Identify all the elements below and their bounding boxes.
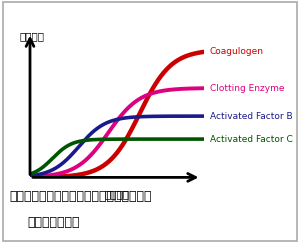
Text: 生成物量: 生成物量	[20, 31, 45, 41]
Text: Activated Factor C: Activated Factor C	[210, 135, 293, 144]
Text: 図２．リムルス試験における各活性化型因: 図２．リムルス試験における各活性化型因	[9, 190, 152, 202]
Text: Activated Factor B: Activated Factor B	[210, 112, 292, 121]
Text: Clotting Enzyme: Clotting Enzyme	[210, 84, 284, 93]
Text: Coagulogen: Coagulogen	[210, 47, 264, 56]
Text: 子の継時的変化: 子の継時的変化	[27, 216, 80, 229]
Text: 反応時間: 反応時間	[104, 189, 130, 199]
